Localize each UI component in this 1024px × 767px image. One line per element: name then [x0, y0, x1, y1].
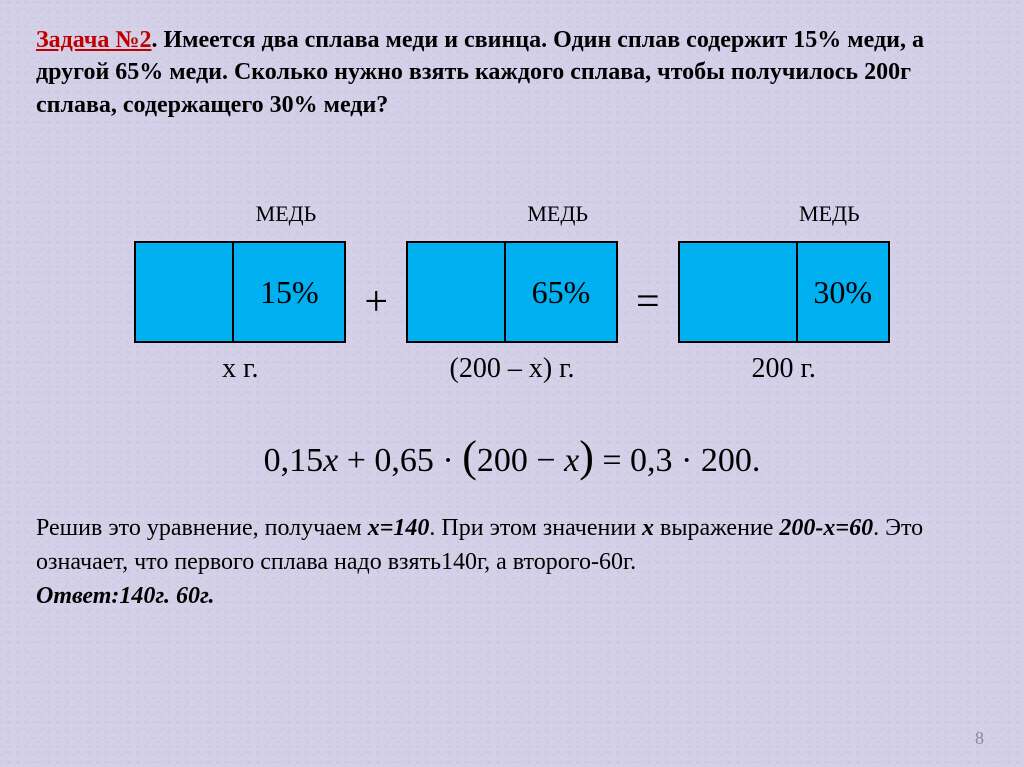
box1: 15% [134, 241, 346, 343]
sol-a: Решив это уравнение, получаем [36, 515, 368, 541]
box1-right: 15% [234, 243, 344, 341]
page-number: 8 [975, 728, 984, 749]
box3-top-label: МЕДЬ [678, 201, 890, 227]
box2-top-label: МЕДЬ [406, 201, 618, 227]
sol-c: выражение [654, 515, 779, 541]
box3-percent: 30% [813, 274, 872, 311]
box3: 30% [678, 241, 890, 343]
diagram: МЕДЬ 15% х г. + МЕДЬ 65% (200 – х) г. = … [36, 201, 988, 385]
box3-right: 30% [798, 243, 888, 341]
alloy-box-1: МЕДЬ 15% х г. [134, 201, 346, 385]
alloy-box-3: МЕДЬ 30% 200 г. [678, 201, 890, 385]
box3-left [680, 243, 798, 341]
problem-statement: Задача №2. Имеется два сплава меди и сви… [36, 24, 988, 121]
box3-bottom-label: 200 г. [752, 353, 816, 385]
sol-xeq: х=140 [368, 515, 430, 541]
box2-left [408, 243, 506, 341]
sol-b: . При этом значении [429, 515, 642, 541]
answer: Ответ:140г. 60г. [36, 583, 988, 610]
box2-percent: 65% [532, 274, 591, 311]
box2: 65% [406, 241, 618, 343]
equals-operator: = [636, 278, 660, 326]
alloy-box-2: МЕДЬ 65% (200 – х) г. [406, 201, 618, 385]
plus-operator: + [364, 278, 388, 326]
box1-percent: 15% [260, 274, 319, 311]
box2-bottom-label: (200 – х) г. [450, 353, 575, 385]
box2-right: 65% [506, 243, 616, 341]
sol-xvar: х [642, 515, 654, 541]
box1-left [136, 243, 234, 341]
sol-expr: 200-х=60 [779, 515, 873, 541]
problem-label: Задача №2 [36, 27, 152, 53]
solution-text: Решив это уравнение, получаем х=140. При… [36, 512, 988, 579]
box1-top-label: МЕДЬ [134, 201, 346, 227]
box1-bottom-label: х г. [222, 353, 258, 385]
problem-body: . Имеется два сплава меди и свинца. Один… [36, 27, 924, 118]
equation: 0,15x + 0,65 · (200 − x) = 0,3 · 200. [36, 431, 988, 482]
